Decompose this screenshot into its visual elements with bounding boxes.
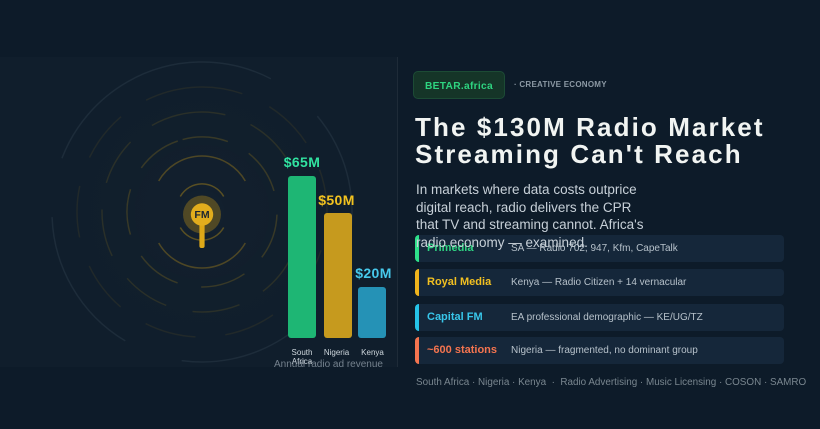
svg-text:FM: FM xyxy=(194,209,209,221)
